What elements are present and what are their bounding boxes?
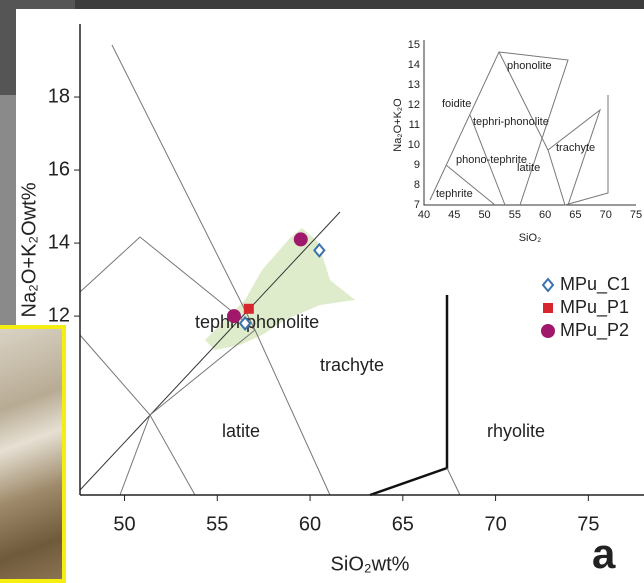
inset-y-tick-label: 11 — [409, 119, 420, 131]
inset-y-tick-label: 10 — [408, 139, 420, 151]
point — [244, 304, 254, 314]
inset-y-tick-label: 9 — [414, 159, 420, 171]
inset-x-tick-label: 60 — [539, 209, 551, 221]
x-tick-label: 65 — [392, 513, 414, 535]
x-tick-label: 70 — [484, 513, 506, 535]
legend-label: MPu_P2 — [560, 320, 629, 341]
inset-y-tick-label: 13 — [408, 79, 420, 91]
x-axis-label: SiO₂wt% — [331, 553, 410, 575]
x-tick-label: 75 — [577, 513, 599, 535]
inset-x-tick-label: 50 — [478, 209, 490, 221]
legend-marker — [541, 324, 555, 338]
inset-y-tick-label: 12 — [408, 99, 420, 111]
photo-overlay — [0, 325, 66, 583]
y-tick-label: 16 — [48, 158, 70, 180]
y-tick-label: 14 — [48, 231, 70, 253]
panel-letter: a — [592, 530, 616, 577]
point — [227, 309, 241, 323]
chart: SiO₂wt% Na₂O+K₂Owt% tephri-phonolite tra… — [0, 0, 644, 583]
field-label: latite — [222, 421, 260, 441]
inset-field-label: foidite — [442, 98, 471, 110]
inset-y-tick-label: 7 — [414, 199, 420, 211]
inset-x-tick-label: 75 — [630, 209, 642, 221]
inset-field-label: trachyte — [556, 142, 595, 154]
inset-x-tick-label: 70 — [600, 209, 612, 221]
x-tick-label: 55 — [206, 513, 228, 535]
inset: phonolite foidite tephri-phonolite trach… — [392, 32, 642, 244]
inset-y-tick-label: 14 — [408, 59, 420, 71]
inset-y-tick-label: 15 — [408, 39, 420, 51]
inset-x-tick-label: 45 — [448, 209, 460, 221]
inset-field-label: phonolite — [507, 60, 552, 72]
legend-label: MPu_P1 — [560, 297, 629, 318]
inset-y-tick-label: 8 — [414, 179, 420, 191]
y-tick-label: 18 — [48, 85, 70, 107]
legend-label: MPu_C1 — [560, 274, 630, 295]
y-tick-label: 12 — [48, 304, 70, 326]
point — [294, 232, 308, 246]
legend-marker — [543, 303, 553, 313]
inset-y-label: Na₂O+K₂O — [392, 98, 404, 152]
inset-x-label: SiO₂ — [519, 232, 542, 244]
field-label: rhyolite — [487, 421, 545, 441]
page: SiO₂wt% Na₂O+K₂Owt% tephri-phonolite tra… — [0, 0, 644, 583]
inset-field-label: tephri-phonolite — [473, 116, 549, 128]
inset-field-label: latite — [517, 162, 540, 174]
y-axis-label: Na₂O+K₂Owt% — [18, 182, 40, 317]
inset-field-label: tephrite — [436, 188, 473, 200]
inset-x-tick-label: 55 — [509, 209, 521, 221]
x-tick-label: 60 — [299, 513, 321, 535]
field-label: tephri-phonolite — [195, 312, 319, 332]
x-tick-label: 50 — [113, 513, 135, 535]
top-bar — [0, 0, 644, 9]
inset-x-tick-label: 65 — [569, 209, 581, 221]
field-label: trachyte — [320, 355, 384, 375]
